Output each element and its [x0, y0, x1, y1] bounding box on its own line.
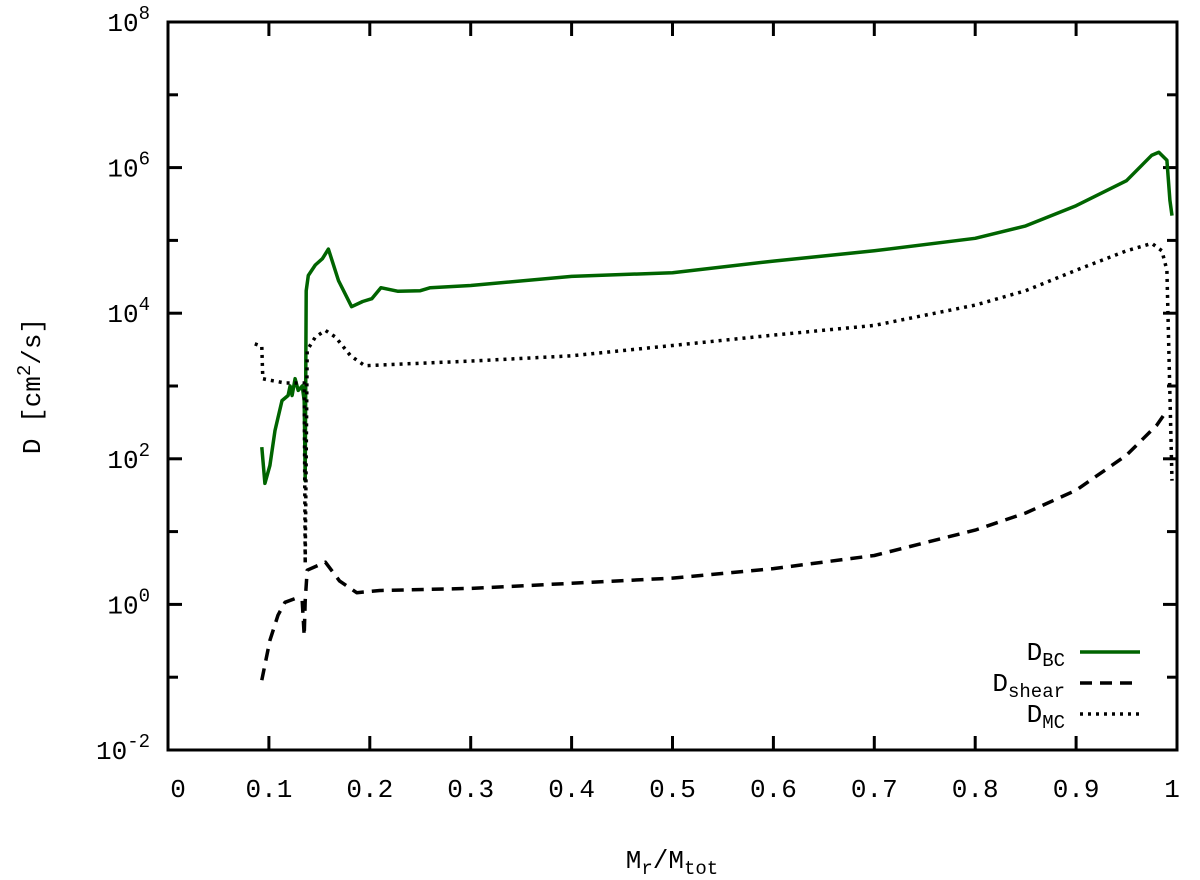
x-tick-label: 0.7: [851, 775, 898, 805]
series-line-d-bc: [260, 150, 1174, 486]
y-axis-label: D [cm2/s]: [14, 318, 48, 454]
x-tick-label: 0.4: [548, 775, 595, 805]
series-line-d-shear: [260, 409, 1169, 681]
y-tick-label: 100: [107, 585, 150, 621]
y-tick-labels: 10-2 100 102 104 106 108: [96, 3, 150, 767]
x-tick-label: 0.1: [245, 775, 292, 805]
legend-label: Dshear: [992, 669, 1065, 703]
x-tick-label: 1: [1164, 775, 1180, 805]
legend-label: DMC: [1027, 700, 1065, 734]
x-tick-label: 0.3: [447, 775, 494, 805]
series-line-d-mc: [254, 241, 1174, 566]
y-tick-label: 106: [107, 149, 150, 185]
legend-label: DBC: [1027, 638, 1065, 672]
x-tick-label: 0.2: [346, 775, 393, 805]
x-tick-label: 0: [170, 775, 186, 805]
y-tick-label: 102: [107, 440, 150, 476]
series-lines: [254, 150, 1174, 681]
x-tick-label: 0.8: [952, 775, 999, 805]
x-tick-label: 0.6: [750, 775, 797, 805]
y-tick-label: 104: [107, 294, 150, 330]
y-tick-label: 10-2: [96, 731, 150, 767]
x-tick-labels: 0 0.1 0.2 0.3 0.4 0.5 0.6 0.7 0.8 0.9 1: [170, 775, 1180, 805]
x-axis-label: Mr/Mtot: [626, 846, 718, 880]
x-tick-label: 0.5: [649, 775, 696, 805]
plot-frame: [166, 20, 1179, 752]
y-tick-label: 108: [107, 3, 150, 39]
x-tick-label: 0.9: [1053, 775, 1100, 805]
